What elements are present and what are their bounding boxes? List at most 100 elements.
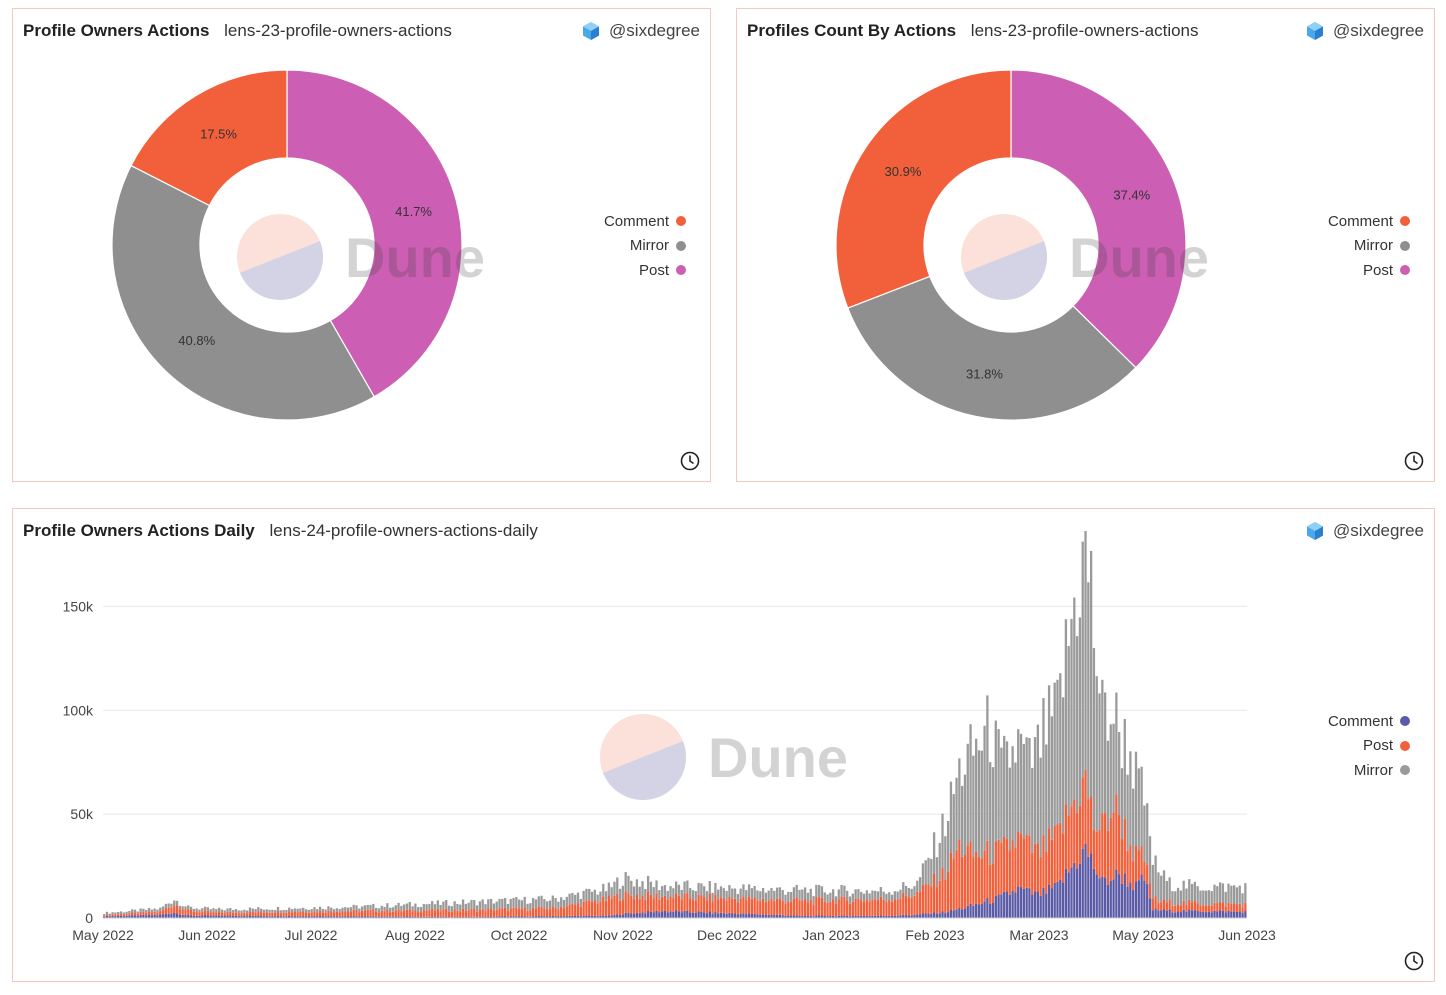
- bar-post[interactable]: [759, 900, 762, 915]
- bar-comment[interactable]: [178, 914, 182, 918]
- bar-post[interactable]: [226, 911, 229, 916]
- bar-comment[interactable]: [470, 916, 473, 918]
- bar-mirror[interactable]: [288, 907, 291, 912]
- bar-comment[interactable]: [686, 910, 689, 918]
- bar-comment[interactable]: [1019, 887, 1023, 918]
- bar-post[interactable]: [128, 913, 131, 916]
- bar-post[interactable]: [338, 912, 341, 917]
- slice-post[interactable]: [1010, 69, 1187, 369]
- bar-mirror[interactable]: [658, 890, 661, 900]
- bar-post[interactable]: [246, 913, 249, 917]
- bar-mirror[interactable]: [843, 885, 846, 897]
- bar-post[interactable]: [851, 901, 854, 917]
- bar-comment[interactable]: [1003, 891, 1006, 918]
- bar-post[interactable]: [417, 912, 420, 917]
- bar-post[interactable]: [560, 906, 563, 917]
- bar-mirror[interactable]: [212, 908, 215, 912]
- bar-mirror[interactable]: [832, 889, 835, 900]
- bar-comment[interactable]: [481, 916, 484, 918]
- bar-post[interactable]: [1095, 831, 1098, 875]
- bar-comment[interactable]: [1064, 868, 1068, 918]
- bar-post[interactable]: [184, 909, 187, 916]
- bar-mirror[interactable]: [1179, 890, 1183, 906]
- bar-post[interactable]: [1132, 861, 1135, 891]
- bar-mirror[interactable]: [1202, 890, 1205, 906]
- bar-mirror[interactable]: [697, 882, 700, 895]
- bar-mirror[interactable]: [1190, 883, 1194, 903]
- bar-mirror[interactable]: [1081, 541, 1084, 778]
- bar-mirror[interactable]: [560, 897, 563, 907]
- bar-comment[interactable]: [360, 916, 364, 918]
- bar-mirror[interactable]: [111, 912, 114, 915]
- bar-comment[interactable]: [122, 916, 125, 918]
- bar-mirror[interactable]: [994, 720, 997, 842]
- bar-comment[interactable]: [843, 915, 846, 918]
- bar-mirror[interactable]: [178, 905, 182, 910]
- bar-post[interactable]: [341, 911, 344, 917]
- bar-post[interactable]: [243, 912, 246, 916]
- bar-comment[interactable]: [747, 913, 751, 918]
- bar-post[interactable]: [1174, 905, 1177, 913]
- bar-mirror[interactable]: [1109, 724, 1112, 818]
- bar-mirror[interactable]: [607, 882, 611, 896]
- bar-mirror[interactable]: [170, 903, 173, 908]
- bar-comment[interactable]: [405, 916, 409, 918]
- bar-post[interactable]: [1154, 896, 1157, 909]
- bar-mirror[interactable]: [742, 884, 745, 897]
- bar-post[interactable]: [725, 900, 728, 914]
- bar-mirror[interactable]: [1238, 885, 1241, 904]
- bar-mirror[interactable]: [1073, 597, 1076, 800]
- bar-comment[interactable]: [299, 916, 302, 918]
- bar-post[interactable]: [442, 909, 445, 917]
- bar-mirror[interactable]: [635, 879, 639, 895]
- bar-mirror[interactable]: [1101, 679, 1104, 814]
- bar-comment[interactable]: [1168, 909, 1171, 918]
- bar-post[interactable]: [832, 899, 835, 916]
- bar-post[interactable]: [975, 851, 978, 904]
- bar-mirror[interactable]: [632, 886, 636, 900]
- bar-mirror[interactable]: [1137, 768, 1140, 851]
- bar-comment[interactable]: [1017, 886, 1020, 918]
- bar-mirror[interactable]: [781, 889, 784, 901]
- bar-mirror[interactable]: [1218, 882, 1222, 902]
- bar-post[interactable]: [604, 900, 608, 916]
- bar-mirror[interactable]: [374, 907, 378, 912]
- bar-mirror[interactable]: [248, 907, 252, 912]
- bar-mirror[interactable]: [369, 904, 372, 911]
- bar-post[interactable]: [1092, 829, 1096, 869]
- bar-post[interactable]: [377, 912, 381, 917]
- bar-post[interactable]: [677, 895, 681, 912]
- bar-mirror[interactable]: [857, 889, 860, 899]
- bar-mirror[interactable]: [1078, 617, 1082, 806]
- bar-mirror[interactable]: [433, 904, 437, 911]
- bar-post[interactable]: [815, 897, 818, 916]
- bar-mirror[interactable]: [930, 858, 933, 887]
- bar-mirror[interactable]: [1000, 747, 1003, 843]
- bar-mirror[interactable]: [366, 904, 369, 911]
- bar-comment[interactable]: [820, 915, 824, 918]
- bar-post[interactable]: [941, 867, 944, 912]
- bar-comment[interactable]: [745, 914, 748, 918]
- bar-mirror[interactable]: [534, 899, 538, 909]
- bar-comment[interactable]: [439, 916, 442, 918]
- bar-post[interactable]: [349, 911, 353, 917]
- bar-comment[interactable]: [316, 916, 319, 918]
- bar-mirror[interactable]: [400, 905, 403, 912]
- bar-mirror[interactable]: [503, 898, 507, 908]
- bar-post[interactable]: [680, 899, 683, 913]
- bar-mirror[interactable]: [456, 903, 459, 911]
- bar-mirror[interactable]: [618, 888, 622, 901]
- bar-post[interactable]: [288, 911, 291, 916]
- bar-comment[interactable]: [986, 898, 989, 918]
- bar-comment[interactable]: [1182, 909, 1185, 918]
- bar-mirror[interactable]: [989, 762, 992, 865]
- bar-mirror[interactable]: [795, 884, 798, 898]
- bar-comment[interactable]: [105, 915, 109, 918]
- bar-comment[interactable]: [285, 916, 288, 918]
- bar-comment[interactable]: [296, 916, 299, 918]
- bar-post[interactable]: [806, 902, 810, 917]
- bar-mirror[interactable]: [1132, 788, 1135, 862]
- bar-post[interactable]: [1115, 794, 1118, 870]
- bar-comment[interactable]: [128, 915, 131, 918]
- bar-post[interactable]: [888, 900, 891, 916]
